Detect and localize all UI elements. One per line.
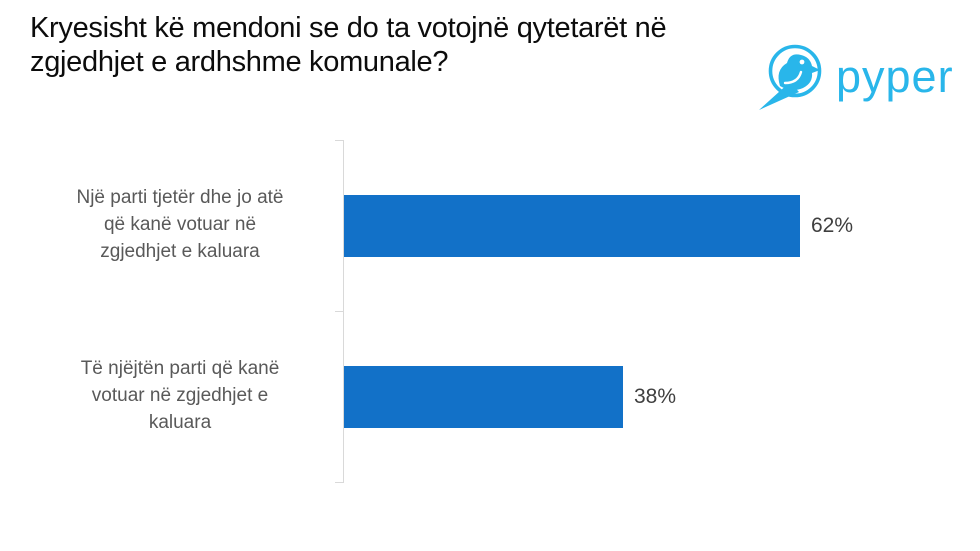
- axis-tick: [335, 140, 343, 141]
- logo-wordmark: pyper: [836, 51, 954, 102]
- category-label-line: zgjedhjet e kaluara: [100, 240, 260, 262]
- bar-segment: [344, 194, 800, 257]
- category-label-line: kaluara: [148, 411, 212, 433]
- value-label: 38%: [634, 384, 677, 408]
- title-line-1: Kryesisht kë mendoni se do ta votojnë qy…: [30, 12, 667, 44]
- category-label-line: Një parti tjetër dhe jo atë: [76, 187, 284, 209]
- axis-tick: [335, 482, 343, 483]
- chart-row: 38%: [344, 311, 676, 482]
- category-label: Një parti tjetër dhe jo atë që kanë votu…: [30, 140, 330, 311]
- title-line-2: zgjedhjet e ardhshme komunale?: [30, 45, 449, 78]
- page-title: Kryesisht kë mendoni se do ta votojnë qy…: [30, 12, 750, 79]
- bar-segment: [344, 365, 623, 428]
- category-axis-line: [343, 140, 344, 483]
- category-label-line: votuar në zgjedhjet e: [91, 385, 269, 407]
- category-label: Të njëjtën parti që kanë votuar në zgjed…: [30, 311, 330, 482]
- category-label-line: Të njëjtën parti që kanë: [80, 358, 280, 380]
- bird-in-circle-icon: [756, 42, 826, 114]
- chart-row: 62%: [344, 140, 853, 311]
- value-label: 62%: [811, 213, 854, 237]
- pyper-logo: pyper: [756, 42, 954, 114]
- axis-tick: [335, 311, 343, 312]
- category-label-line: që kanë votuar në: [103, 214, 257, 236]
- bar-chart: Një parti tjetër dhe jo atë që kanë votu…: [0, 140, 980, 483]
